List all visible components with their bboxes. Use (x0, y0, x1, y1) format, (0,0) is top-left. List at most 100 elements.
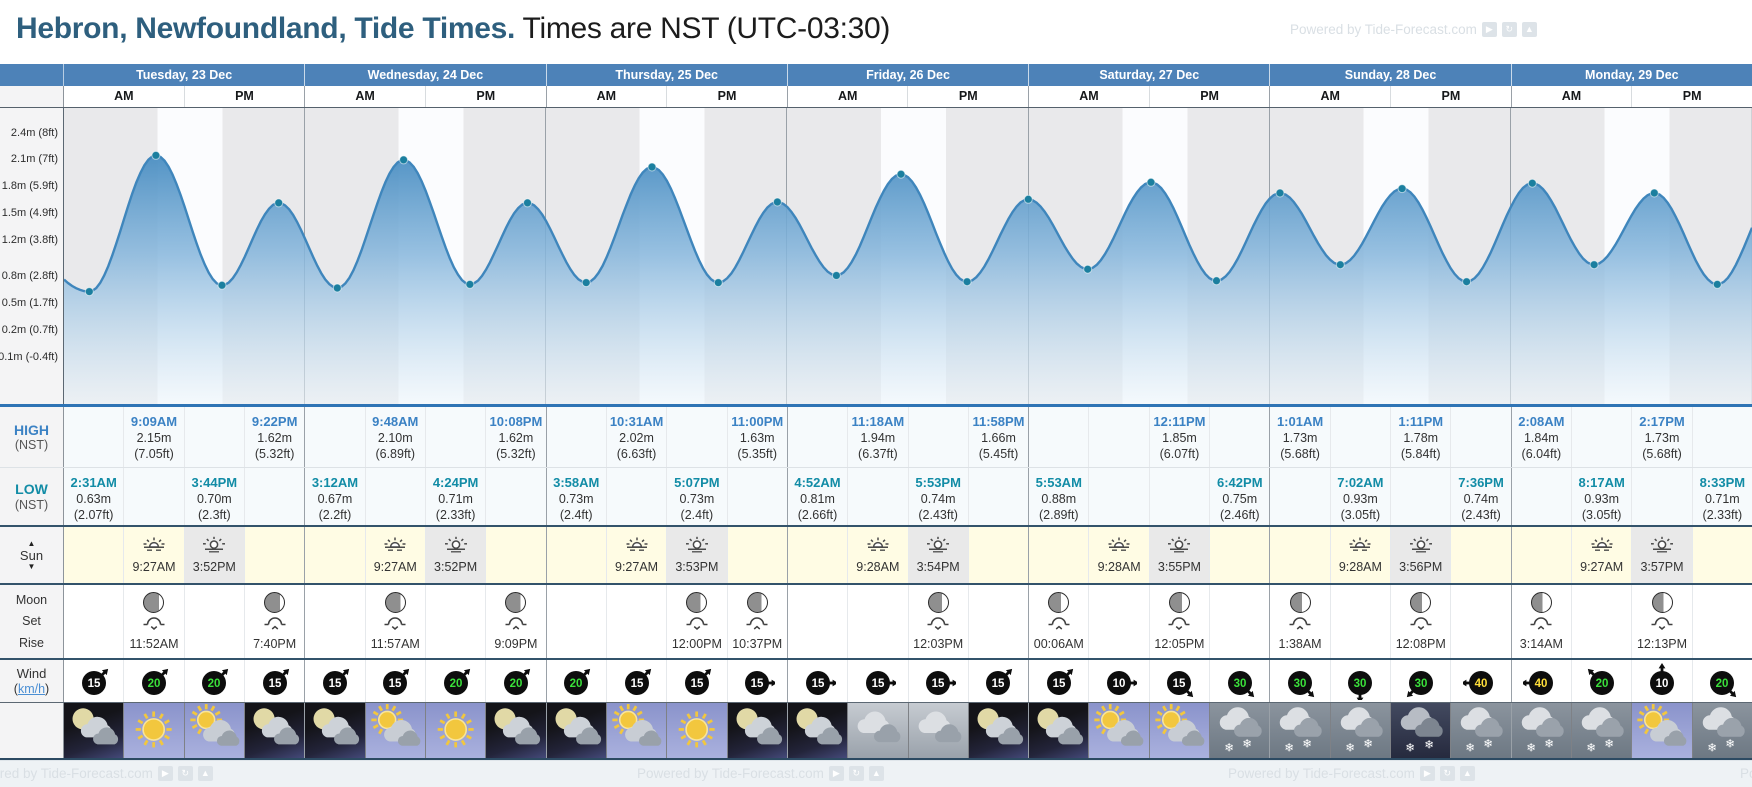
moon-set-time: 11:57AM (370, 637, 420, 651)
slot-4 (1693, 527, 1752, 583)
arrow-up-icon[interactable]: ▲ (868, 766, 884, 781)
low-tide-time: 3:12AM (311, 475, 359, 490)
moonrise-icon (1289, 615, 1311, 635)
weather-tile-snow: ❄ ❄ (1692, 703, 1752, 758)
moonrise-icon (1530, 615, 1552, 635)
high-tide-height-ft: (5.68ft) (1280, 446, 1320, 461)
sunrise-time: 9:27AM (1580, 560, 1624, 574)
slot-1 (305, 527, 366, 583)
tide-low-marker (962, 277, 972, 287)
moonrise-icon (746, 615, 768, 635)
svg-text:❄: ❄ (1586, 741, 1596, 755)
wind-badge: 10 (1107, 671, 1138, 695)
grid-icon[interactable]: ▶ (1481, 22, 1497, 37)
sunrise-entry: 9:27AM (366, 527, 426, 583)
powered-by-footer: Powered by Tide-Forecast.com▶↻▲ (1228, 766, 1475, 781)
moon-set-time: 12:08PM (1395, 637, 1446, 651)
slot-1 (788, 585, 849, 658)
svg-text:❄: ❄ (1604, 736, 1614, 750)
weather-tile-night-cloud (787, 703, 848, 758)
slot-4: 15 (728, 660, 787, 702)
tide-high-marker (1649, 188, 1659, 198)
row-dayhdr: Tuesday, 23 Dec Wednesday, 24 Dec Thursday… (0, 64, 1752, 86)
moonset-icon (1168, 615, 1190, 635)
y-axis-tick: 2.4m (8ft) (10, 126, 58, 139)
refresh-icon[interactable]: ↻ (177, 766, 193, 781)
sun-row-expand-icon[interactable]: ▼ (27, 561, 36, 571)
wind-speed-value: 15 (690, 678, 703, 690)
slot-4 (244, 703, 305, 758)
wind-badge: 40 (1523, 671, 1554, 695)
slot-3 (667, 703, 728, 758)
svg-text:❄: ❄ (1526, 741, 1536, 755)
slot-3 (185, 407, 245, 467)
high-tide-entry: 1:11PM 1.78m (5.84ft) (1391, 407, 1452, 467)
powered-by-footer: Powered by Tide-Forecast.com▶↻▲ (1740, 766, 1752, 781)
arrow-up-icon[interactable]: ▲ (197, 766, 213, 781)
weather-snow-icon: ❄ ❄ (1461, 707, 1504, 755)
high-tide-time: 2:17PM (1639, 414, 1685, 429)
slot-4 (1693, 585, 1752, 658)
weather-tile-snow: ❄ ❄ (1210, 703, 1270, 758)
slot-4: 20 (486, 660, 545, 702)
sunset-time: 3:52PM (192, 560, 236, 574)
high-tide-entry: 11:58PM 1.66m (5.45ft) (969, 407, 1028, 467)
high-tide-time: 11:58PM (972, 414, 1025, 429)
refresh-icon[interactable]: ↻ (1439, 766, 1455, 781)
tide-high-marker (1397, 184, 1407, 194)
slot-2 (1572, 407, 1633, 467)
slot-2 (365, 703, 426, 758)
weather-sun-icon (437, 711, 474, 748)
grid-icon[interactable]: ▶ (1419, 766, 1435, 781)
slot-1 (788, 527, 849, 583)
weather-snow-icon: ❄ ❄ (1340, 707, 1383, 755)
low-tide-height-m: 0.70m (196, 491, 232, 506)
day-cell-1 (64, 703, 306, 758)
row-low low-c: LOW (NST) 2:31AM 0.63m (2.07ft) 3:44PM 0.70m (2… (0, 468, 1752, 527)
wind-badge: 30 (1348, 671, 1373, 700)
refresh-icon[interactable]: ↻ (1501, 22, 1517, 37)
sunrise-time: 9:27AM (132, 560, 176, 574)
day-cell-4: AM PM (788, 86, 1030, 107)
day-header-2: Wednesday, 24 Dec (305, 64, 547, 86)
low-tide-height-m: 0.75m (1222, 491, 1258, 506)
wind-speed-value: 10 (1113, 678, 1126, 690)
arrow-up-icon[interactable]: ▲ (1459, 766, 1475, 781)
wind-unit-link[interactable]: km/h (17, 682, 46, 697)
grid-icon[interactable]: ▶ (828, 766, 844, 781)
weather-tile-night-cloud (486, 703, 546, 758)
slot-2 (1572, 585, 1633, 658)
low-tide-height-ft: (2.2ft) (318, 507, 352, 522)
sunrise-time: 9:28AM (856, 560, 900, 574)
page-title: Hebron, Newfoundland, Tide Times. Times … (16, 12, 890, 46)
slot-1 (305, 407, 366, 467)
slot-2: 20 (124, 660, 185, 702)
arrow-up-icon[interactable]: ▲ (1521, 22, 1537, 37)
slot-3 (426, 585, 487, 658)
slot-2 (366, 468, 426, 525)
slot-3: 30 (1391, 660, 1452, 702)
grid-icon[interactable]: ▶ (157, 766, 173, 781)
weather-sun-cloud-icon (370, 704, 420, 746)
day-header-6: Sunday, 28 Dec (1270, 64, 1512, 86)
sunset-entry: 3:54PM (908, 527, 969, 583)
high-tide-time: 10:08PM (489, 414, 543, 429)
high-tide-entry: 9:09AM 2.15m (7.05ft) (124, 407, 185, 467)
refresh-icon[interactable]: ↻ (848, 766, 864, 781)
wind-row-label: Wind (16, 665, 47, 681)
slot-4 (728, 527, 787, 583)
svg-text:❄: ❄ (1725, 736, 1735, 750)
day-cell-1: 11:52AM 7:40PM (64, 585, 306, 658)
day-cell-2: 11:57AM 9:09PM (305, 585, 547, 658)
y-axis-tick: 0.2m (0.7ft) (1, 323, 58, 336)
weather-night-cloud-icon (494, 708, 541, 745)
day-cell-6: 30 30 30 40 (1270, 660, 1512, 702)
am-header: AM (1512, 86, 1633, 107)
sun-row-collapse-icon[interactable]: ▲ (27, 538, 36, 548)
high-row-label: HIGH (14, 421, 49, 438)
moon-phase-icon (746, 592, 768, 613)
pm-header: PM (1441, 89, 1461, 103)
moon-rise-time: 3:14AM (1519, 637, 1563, 651)
weather-night-cloud-icon (555, 708, 601, 745)
wind-speed-value: 20 (449, 678, 462, 690)
